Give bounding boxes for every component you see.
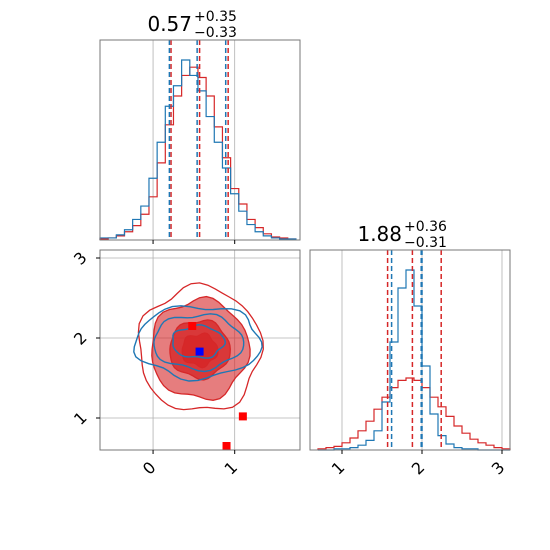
hist2-title-lower-error: −0.31: [404, 235, 447, 251]
hist2-xtick-label-2: 3: [488, 458, 509, 479]
hist1-series-blue: [99, 59, 297, 240]
scatter-ytick-label-0: 1: [70, 408, 91, 429]
hist1-title-value: 0.57: [147, 12, 192, 36]
scatter-marker-red-1: [238, 412, 247, 421]
scatter-contour-red-0: [137, 282, 264, 411]
scatter-contour-blue-0: [172, 324, 227, 359]
scatter-ytick-label-2: 3: [70, 248, 91, 269]
hist2-xtick-label-1: 2: [408, 458, 429, 479]
scatter-contour-blue-2: [133, 305, 263, 382]
scatter-contour-blue-1: [153, 313, 245, 373]
hist1-frame: [99, 39, 301, 241]
scatter-marker-red-2: [222, 442, 231, 450]
scatter-ytick-label-1: 2: [70, 328, 91, 349]
hist2-frame: [309, 249, 511, 451]
hist2-title-upper-error: +0.36: [404, 219, 447, 235]
hist2-series-blue: [318, 269, 510, 451]
hist1-series-red: [99, 66, 297, 240]
scatter-xtick-label-1: 1: [220, 458, 241, 479]
hist2-title-value: 1.88: [357, 222, 402, 246]
scatter-marker-red-0: [188, 322, 197, 330]
hist1-title-lower-error: −0.33: [194, 25, 237, 41]
scatter-xtick-label-0: 0: [139, 458, 160, 479]
hist1-title-upper-error: +0.35: [194, 9, 237, 25]
scatter-frame: [99, 249, 301, 451]
hist2-xtick-label-0: 1: [328, 458, 349, 479]
hist2-series-red: [317, 377, 511, 450]
scatter-marker-blue: [195, 347, 204, 356]
